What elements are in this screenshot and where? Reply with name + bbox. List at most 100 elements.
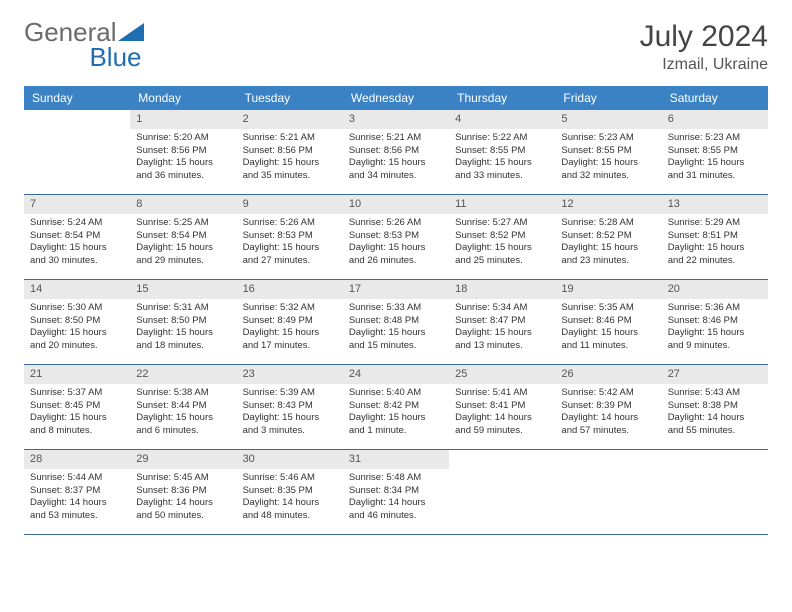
- day-number: 27: [662, 365, 768, 384]
- brand-logo: GeneralBlue: [24, 20, 144, 69]
- sunset-line: Sunset: 8:44 PM: [136, 400, 230, 413]
- sunset-line: Sunset: 8:50 PM: [30, 315, 124, 328]
- weekday-header: Monday: [130, 86, 236, 110]
- sunset-line: Sunset: 8:54 PM: [136, 230, 230, 243]
- sunset-line: Sunset: 8:52 PM: [455, 230, 549, 243]
- calendar-day-cell: 16Sunrise: 5:32 AMSunset: 8:49 PMDayligh…: [237, 280, 343, 365]
- sunrise-line: Sunrise: 5:21 AM: [349, 132, 443, 145]
- day-body: Sunrise: 5:21 AMSunset: 8:56 PMDaylight:…: [237, 129, 343, 187]
- sunset-line: Sunset: 8:45 PM: [30, 400, 124, 413]
- sunset-line: Sunset: 8:53 PM: [349, 230, 443, 243]
- calendar-day-cell: 20Sunrise: 5:36 AMSunset: 8:46 PMDayligh…: [662, 280, 768, 365]
- sunrise-line: Sunrise: 5:27 AM: [455, 217, 549, 230]
- sunset-line: Sunset: 8:41 PM: [455, 400, 549, 413]
- sunrise-line: Sunrise: 5:41 AM: [455, 387, 549, 400]
- calendar-day-cell: 4Sunrise: 5:22 AMSunset: 8:55 PMDaylight…: [449, 110, 555, 195]
- day-body: Sunrise: 5:42 AMSunset: 8:39 PMDaylight:…: [555, 384, 661, 442]
- calendar-day-cell: 23Sunrise: 5:39 AMSunset: 8:43 PMDayligh…: [237, 365, 343, 450]
- daylight-line: Daylight: 15 hours and 34 minutes.: [349, 157, 443, 183]
- sunset-line: Sunset: 8:52 PM: [561, 230, 655, 243]
- sunrise-line: Sunrise: 5:26 AM: [243, 217, 337, 230]
- sunrise-line: Sunrise: 5:37 AM: [30, 387, 124, 400]
- day-number: 21: [24, 365, 130, 384]
- calendar-day-cell: 17Sunrise: 5:33 AMSunset: 8:48 PMDayligh…: [343, 280, 449, 365]
- day-body: Sunrise: 5:35 AMSunset: 8:46 PMDaylight:…: [555, 299, 661, 357]
- sunrise-line: Sunrise: 5:34 AM: [455, 302, 549, 315]
- day-number: 1: [130, 110, 236, 129]
- day-body: Sunrise: 5:24 AMSunset: 8:54 PMDaylight:…: [24, 214, 130, 272]
- day-body: Sunrise: 5:22 AMSunset: 8:55 PMDaylight:…: [449, 129, 555, 187]
- day-body: Sunrise: 5:20 AMSunset: 8:56 PMDaylight:…: [130, 129, 236, 187]
- day-number: 18: [449, 280, 555, 299]
- calendar-day-cell: 8Sunrise: 5:25 AMSunset: 8:54 PMDaylight…: [130, 195, 236, 280]
- calendar-day-cell: 27Sunrise: 5:43 AMSunset: 8:38 PMDayligh…: [662, 365, 768, 450]
- day-number: 6: [662, 110, 768, 129]
- calendar-day-cell: 31Sunrise: 5:48 AMSunset: 8:34 PMDayligh…: [343, 450, 449, 535]
- sunrise-line: Sunrise: 5:39 AM: [243, 387, 337, 400]
- weekday-header: Wednesday: [343, 86, 449, 110]
- sunset-line: Sunset: 8:47 PM: [455, 315, 549, 328]
- daylight-line: Daylight: 14 hours and 57 minutes.: [561, 412, 655, 438]
- sunrise-line: Sunrise: 5:23 AM: [668, 132, 762, 145]
- day-body: Sunrise: 5:31 AMSunset: 8:50 PMDaylight:…: [130, 299, 236, 357]
- daylight-line: Daylight: 15 hours and 1 minute.: [349, 412, 443, 438]
- day-number: 5: [555, 110, 661, 129]
- calendar-day-cell: 26Sunrise: 5:42 AMSunset: 8:39 PMDayligh…: [555, 365, 661, 450]
- sunset-line: Sunset: 8:51 PM: [668, 230, 762, 243]
- day-number: 23: [237, 365, 343, 384]
- daylight-line: Daylight: 14 hours and 48 minutes.: [243, 497, 337, 523]
- day-body: Sunrise: 5:33 AMSunset: 8:48 PMDaylight:…: [343, 299, 449, 357]
- day-body: Sunrise: 5:21 AMSunset: 8:56 PMDaylight:…: [343, 129, 449, 187]
- sunrise-line: Sunrise: 5:45 AM: [136, 472, 230, 485]
- day-number: 31: [343, 450, 449, 469]
- day-body: Sunrise: 5:28 AMSunset: 8:52 PMDaylight:…: [555, 214, 661, 272]
- calendar-day-cell: 18Sunrise: 5:34 AMSunset: 8:47 PMDayligh…: [449, 280, 555, 365]
- calendar-day-cell: 19Sunrise: 5:35 AMSunset: 8:46 PMDayligh…: [555, 280, 661, 365]
- calendar-body: 1Sunrise: 5:20 AMSunset: 8:56 PMDaylight…: [24, 110, 768, 535]
- sunrise-line: Sunrise: 5:24 AM: [30, 217, 124, 230]
- daylight-line: Daylight: 15 hours and 33 minutes.: [455, 157, 549, 183]
- day-number: 13: [662, 195, 768, 214]
- weekday-header: Thursday: [449, 86, 555, 110]
- sunset-line: Sunset: 8:38 PM: [668, 400, 762, 413]
- calendar-day-cell: 7Sunrise: 5:24 AMSunset: 8:54 PMDaylight…: [24, 195, 130, 280]
- day-body: Sunrise: 5:37 AMSunset: 8:45 PMDaylight:…: [24, 384, 130, 442]
- sunrise-line: Sunrise: 5:31 AM: [136, 302, 230, 315]
- sunset-line: Sunset: 8:55 PM: [455, 145, 549, 158]
- sunset-line: Sunset: 8:37 PM: [30, 485, 124, 498]
- calendar-day-cell: 14Sunrise: 5:30 AMSunset: 8:50 PMDayligh…: [24, 280, 130, 365]
- sunset-line: Sunset: 8:39 PM: [561, 400, 655, 413]
- calendar-day-cell: 25Sunrise: 5:41 AMSunset: 8:41 PMDayligh…: [449, 365, 555, 450]
- calendar-day-cell: 5Sunrise: 5:23 AMSunset: 8:55 PMDaylight…: [555, 110, 661, 195]
- sunrise-line: Sunrise: 5:46 AM: [243, 472, 337, 485]
- day-body: Sunrise: 5:25 AMSunset: 8:54 PMDaylight:…: [130, 214, 236, 272]
- day-number: 22: [130, 365, 236, 384]
- calendar-day-cell: 6Sunrise: 5:23 AMSunset: 8:55 PMDaylight…: [662, 110, 768, 195]
- daylight-line: Daylight: 14 hours and 50 minutes.: [136, 497, 230, 523]
- sunrise-line: Sunrise: 5:30 AM: [30, 302, 124, 315]
- calendar-day-cell: [24, 110, 130, 195]
- calendar-day-cell: 13Sunrise: 5:29 AMSunset: 8:51 PMDayligh…: [662, 195, 768, 280]
- day-body: Sunrise: 5:23 AMSunset: 8:55 PMDaylight:…: [662, 129, 768, 187]
- daylight-line: Daylight: 15 hours and 8 minutes.: [30, 412, 124, 438]
- calendar-week-row: 14Sunrise: 5:30 AMSunset: 8:50 PMDayligh…: [24, 280, 768, 365]
- day-number: 29: [130, 450, 236, 469]
- sunset-line: Sunset: 8:55 PM: [668, 145, 762, 158]
- calendar-day-cell: 9Sunrise: 5:26 AMSunset: 8:53 PMDaylight…: [237, 195, 343, 280]
- calendar-day-cell: 10Sunrise: 5:26 AMSunset: 8:53 PMDayligh…: [343, 195, 449, 280]
- daylight-line: Daylight: 14 hours and 53 minutes.: [30, 497, 124, 523]
- day-number: 14: [24, 280, 130, 299]
- daylight-line: Daylight: 15 hours and 27 minutes.: [243, 242, 337, 268]
- daylight-line: Daylight: 15 hours and 36 minutes.: [136, 157, 230, 183]
- day-body: Sunrise: 5:26 AMSunset: 8:53 PMDaylight:…: [237, 214, 343, 272]
- calendar-day-cell: 12Sunrise: 5:28 AMSunset: 8:52 PMDayligh…: [555, 195, 661, 280]
- sunset-line: Sunset: 8:35 PM: [243, 485, 337, 498]
- day-body: Sunrise: 5:23 AMSunset: 8:55 PMDaylight:…: [555, 129, 661, 187]
- sunrise-line: Sunrise: 5:26 AM: [349, 217, 443, 230]
- sunrise-line: Sunrise: 5:33 AM: [349, 302, 443, 315]
- sunset-line: Sunset: 8:34 PM: [349, 485, 443, 498]
- calendar-week-row: 1Sunrise: 5:20 AMSunset: 8:56 PMDaylight…: [24, 110, 768, 195]
- day-body: Sunrise: 5:43 AMSunset: 8:38 PMDaylight:…: [662, 384, 768, 442]
- daylight-line: Daylight: 15 hours and 22 minutes.: [668, 242, 762, 268]
- sunset-line: Sunset: 8:36 PM: [136, 485, 230, 498]
